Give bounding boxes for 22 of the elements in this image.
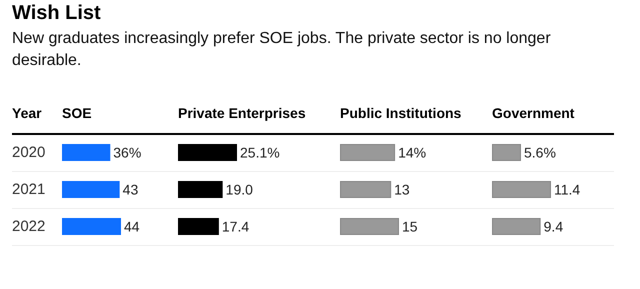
data-label: 17.4 [222,218,250,234]
data-label: 44 [124,218,140,234]
data-label: 5.6% [524,144,556,160]
series-label: SOE [62,105,92,121]
data-label: 43 [122,182,138,198]
data-label: 25.1% [240,144,280,160]
series-label: Government [492,105,574,121]
y-tick-label: 2022 [12,218,46,235]
text: New graduates increasingly prefer SOE jobs. The private sector is no longer desirable. [12,29,552,71]
data-label: 19.0 [226,182,254,198]
data-label: 15 [402,218,418,234]
chart-title: Wish List [12,2,101,25]
data-label: 14% [398,144,426,160]
series-label: Public Institutions [340,105,462,121]
y-tick-label: 2021 [12,181,46,198]
data-label: 13 [394,182,410,198]
series-label: Private Enterprises [178,105,306,121]
data-label: 9.4 [544,218,564,234]
y-tick-label: 2020 [12,144,46,161]
data-label: 36% [113,144,142,160]
data-label: 11.4 [554,182,580,198]
y-axis-title: Year [12,105,42,121]
